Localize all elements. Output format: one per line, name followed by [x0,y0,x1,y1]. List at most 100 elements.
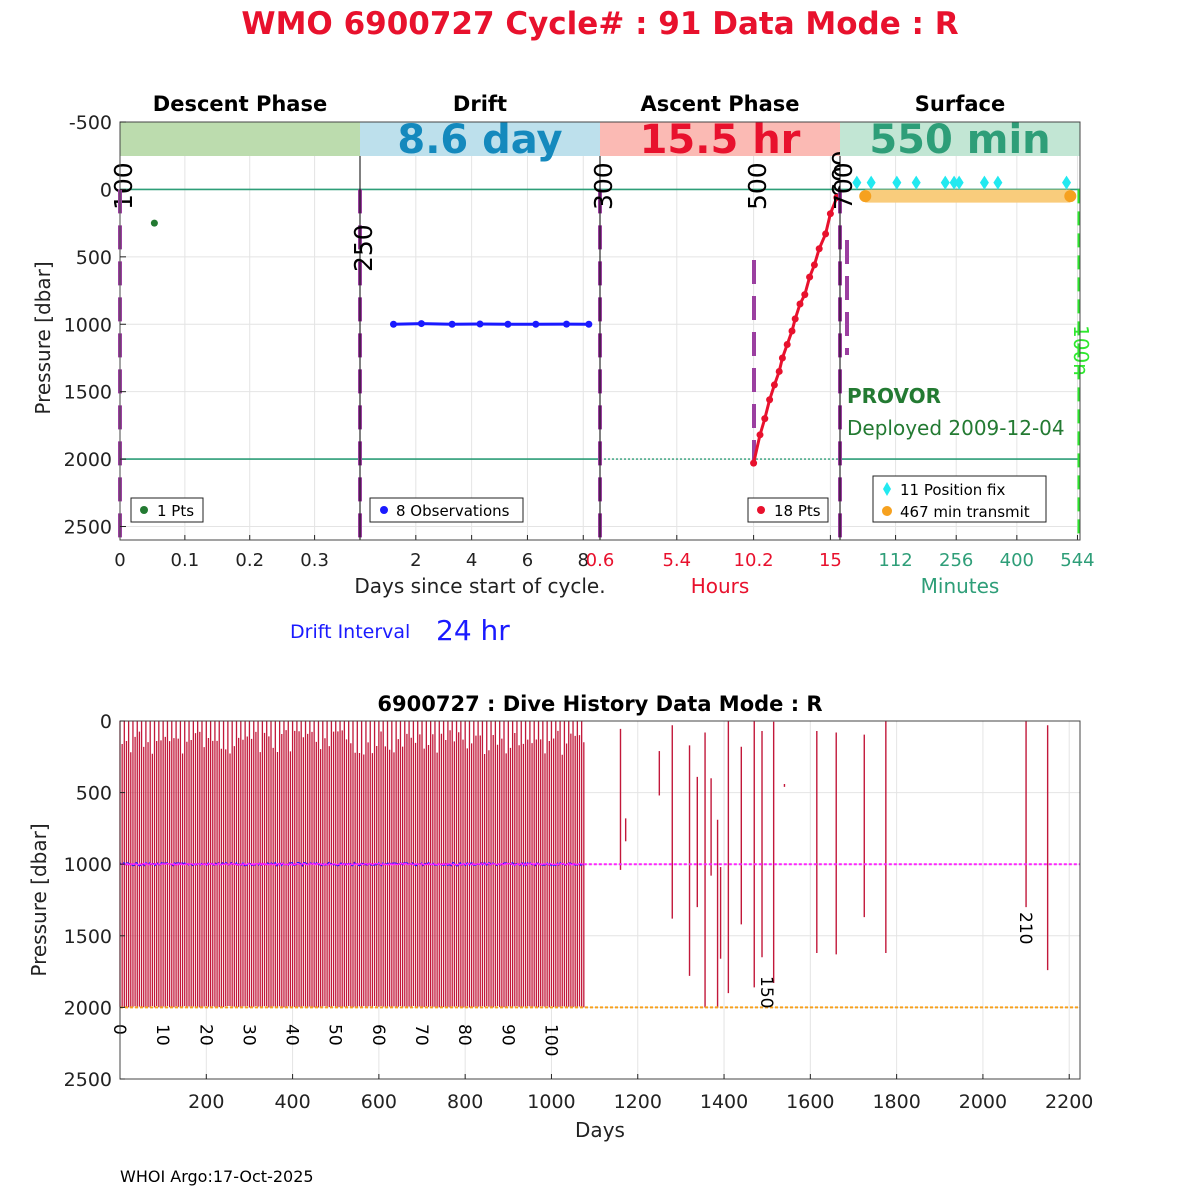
x-tick-label: 400 [274,1091,310,1113]
cycle-number-label: 90 [497,1024,517,1046]
cycle-number-label: 40 [282,1024,302,1046]
drift-point [532,320,540,328]
panel-background [600,156,840,540]
x-tick-label: 2000 [959,1091,1007,1113]
ascent-point [775,367,783,375]
position-fix-point [1062,175,1072,190]
ascent-point [783,340,791,348]
x-tick-label: 1400 [700,1091,748,1113]
cycle-number-label: 30 [238,1024,258,1046]
position-fix-point [866,175,876,190]
panel-background [120,156,360,540]
x-tick-label: 1800 [872,1091,920,1113]
y-axis-label: Pressure [dbar] [27,823,51,976]
y-tick-label: 1000 [64,314,112,336]
y-axis-label: Pressure [dbar] [31,261,55,414]
y-tick-label: 1500 [64,926,112,948]
y-tick-label: 2500 [64,517,112,539]
legend-marker [380,506,388,514]
x-tick-label: 4 [466,550,477,571]
legend-marker [883,482,891,496]
cycle-number-label: 80 [454,1024,474,1046]
y-tick-label: 2000 [64,997,112,1019]
phase-title: Ascent Phase [641,92,800,116]
y-tick-label: 0 [100,711,112,733]
ascent-point [770,381,778,389]
footer-credit: WHOI Argo:17-Oct-2025 [120,1167,314,1186]
legend-box [369,497,524,523]
x-tick-label: 600 [361,1091,397,1113]
y-tick-label: -500 [69,112,112,134]
bottom-plot-frame [119,720,1081,1080]
cycle-number-label: 70 [411,1024,431,1046]
y-tick-label: 1500 [64,382,112,404]
cycle-profile-chart: Descent Phase 0 0.1 0.2 0.3 100 1 Pts Drift8.6 … [31,92,1095,647]
transmit-point [1064,190,1077,203]
x-axis-label-days: Days since start of cycle. [354,574,605,598]
legend-text: 11 Position fix [900,481,1005,499]
phase-band [600,122,840,156]
position-fix-point [993,175,1003,190]
cycle-number-label: 210 [1015,912,1035,944]
phase-marker-label: 700 [829,162,858,210]
position-fix-point [979,175,989,190]
x-tick-label: 0.2 [235,550,264,571]
figure-title: WMO 6900727 Cycle# : 91 Data Mode : R [241,6,958,42]
drift-line [393,322,589,326]
x-tick-label: 0.1 [171,550,200,571]
legend-marker [757,506,765,514]
phase-duration: 8.6 day [397,117,562,163]
position-fix-point [954,175,964,190]
ascent-point [750,459,758,467]
x-axis-label: Days [575,1118,625,1142]
x-tick-label: 1000 [527,1091,575,1113]
phase-band [840,122,1080,156]
cycle-number-label: 10 [152,1024,172,1046]
x-tick-label: 400 [1000,550,1034,571]
ascent-point [761,415,769,423]
y-tick-label: 2000 [64,449,112,471]
x-tick-label: 1200 [614,1091,662,1113]
ascent-point [826,210,834,218]
phase-band [120,122,360,156]
drift-point [476,320,484,328]
x-axis-label-minutes: Minutes [921,574,1000,598]
drift-history-trace [119,862,584,866]
x-tick-label: 112 [878,550,912,571]
ascent-point [815,245,823,253]
x-tick-label: 2 [410,550,421,571]
ascent-point [810,261,818,269]
x-tick-label: 5.4 [662,550,691,571]
legend-marker [140,506,148,514]
legend-text: 18 Pts [774,502,821,520]
drift-point [563,320,571,328]
top-plot-frame [119,121,1081,541]
legend-text: 1 Pts [157,502,194,520]
panel-descent: Descent Phase 0 0.1 0.2 0.3 100 1 Pts [109,92,360,571]
phase-title: Surface [915,92,1005,116]
x-tick-label: 6 [522,550,533,571]
legend-box [872,475,1047,523]
ascent-point [822,230,830,238]
phase-marker-label: 500 [743,162,772,210]
dive-history-chart: 6900727 : Dive History Data Mode : R 0 10 2… [27,692,1093,1142]
drift-interval-value: 24 hr [436,614,510,647]
ascent-point [796,300,804,308]
legend-text: 467 min transmit [900,503,1030,521]
ascent-point [756,431,764,439]
x-tick-label: 0.3 [300,550,329,571]
ascent-point [766,396,774,404]
y-tick-label: 2500 [64,1069,112,1091]
drift-interval-label: Drift Interval [290,621,410,643]
y-tick-label: 1000 [64,854,112,876]
cycle-number-label: 100 [540,1024,560,1056]
phase-band [360,122,600,156]
y-tick-label: 500 [76,783,112,805]
transmit-end-label: 100n [1069,325,1093,376]
phase-title: Drift [453,92,507,116]
cycle-number-label: 20 [195,1024,215,1046]
